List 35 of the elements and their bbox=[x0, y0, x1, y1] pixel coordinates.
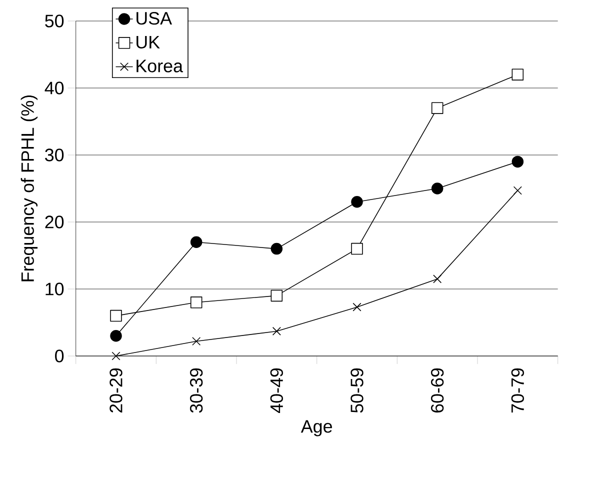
y-tick-label: 50 bbox=[45, 14, 64, 28]
x-axis-title: Age bbox=[300, 420, 332, 436]
x-tick-label: 60-69 bbox=[430, 368, 444, 412]
point bbox=[112, 352, 120, 360]
point bbox=[431, 182, 444, 194]
point bbox=[351, 196, 363, 208]
point bbox=[110, 330, 122, 342]
point bbox=[512, 68, 524, 80]
x-tick-label: 50-59 bbox=[350, 368, 364, 413]
point bbox=[192, 336, 201, 346]
y-tick-label: 20 bbox=[45, 216, 64, 228]
y-tick-label: 0 bbox=[55, 350, 64, 362]
x-tick-label: 70-79 bbox=[511, 368, 524, 412]
point bbox=[431, 102, 444, 114]
x-tick-label: 20-29 bbox=[110, 368, 122, 412]
point bbox=[352, 302, 362, 312]
point bbox=[190, 236, 202, 248]
point bbox=[110, 310, 122, 322]
y-tick-label: 40 bbox=[44, 82, 64, 94]
legend-label: USA bbox=[136, 12, 172, 25]
point bbox=[512, 156, 524, 168]
legend-label: UK bbox=[136, 36, 160, 48]
x-tick-label: 30-39 bbox=[190, 368, 203, 413]
point bbox=[351, 242, 363, 255]
point bbox=[190, 296, 202, 308]
point bbox=[513, 186, 522, 195]
point bbox=[270, 242, 283, 255]
point bbox=[433, 274, 442, 284]
y-tick-label: 30 bbox=[45, 148, 64, 162]
x-tick-label: 40-49 bbox=[270, 368, 284, 413]
y-tick-label: 10 bbox=[46, 282, 64, 296]
point bbox=[270, 290, 283, 302]
point bbox=[272, 326, 281, 336]
legend-label: Korea bbox=[136, 60, 184, 72]
y-axis-title: Frequency of FPHL (%) bbox=[20, 95, 38, 282]
